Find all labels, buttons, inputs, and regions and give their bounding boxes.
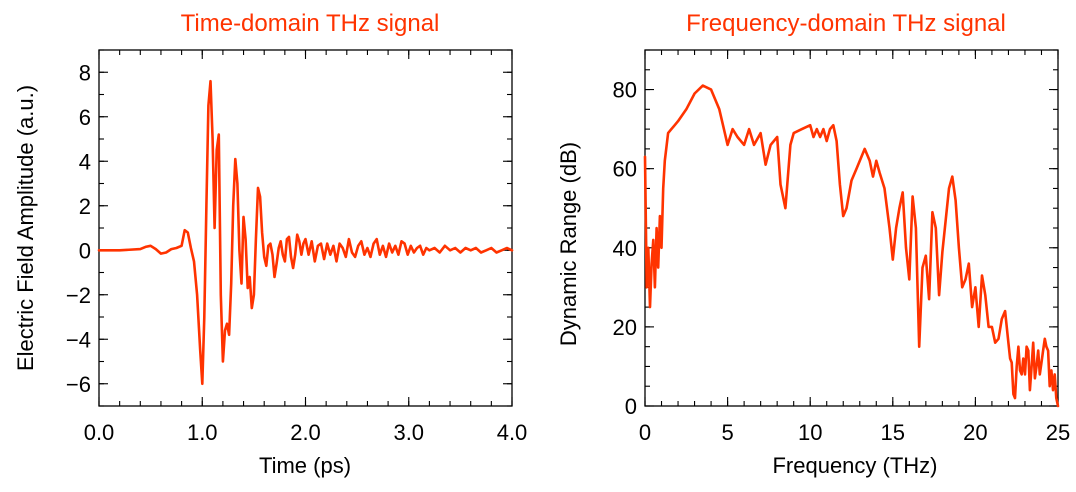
y-tick-label: 8 <box>79 60 91 85</box>
frequency-domain-chart: Frequency-domain THz signal 0 5 10 15 20 25 0 2… <box>556 10 1070 478</box>
y-tick-label: 40 <box>613 236 637 261</box>
x-tick-label: 3.0 <box>393 420 424 445</box>
y-tick-label: −2 <box>66 283 91 308</box>
ticks <box>644 49 1059 407</box>
y-tick-label: 2 <box>79 194 91 219</box>
time-signal-line <box>97 79 514 386</box>
x-tick-label: 2.0 <box>290 420 321 445</box>
x-tick-label: 10 <box>798 420 822 445</box>
x-tick-label: 1.0 <box>187 420 218 445</box>
y-axis-label: Dynamic Range (dB) <box>556 142 581 346</box>
y-tick-label: −6 <box>66 372 91 397</box>
tick-labels: 0.0 1.0 2.0 3.0 4.0 −6 −4 −2 0 2 4 6 8 <box>66 60 527 445</box>
chart-title: Frequency-domain THz signal <box>686 10 1006 37</box>
y-tick-label: 80 <box>613 78 637 103</box>
y-tick-label: 60 <box>613 157 637 182</box>
y-tick-label: −4 <box>66 327 91 352</box>
x-tick-label: 25 <box>1046 420 1070 445</box>
x-tick-label: 4.0 <box>497 420 528 445</box>
y-tick-label: 0 <box>79 238 91 263</box>
time-domain-chart: Time-domain THz signal 0.0 1.0 2.0 3.0 4.0 −6… <box>13 10 527 478</box>
y-tick-label: 6 <box>79 105 91 130</box>
y-axis-label: Electric Field Amplitude (a.u.) <box>13 85 38 371</box>
chart-title: Time-domain THz signal <box>181 10 440 37</box>
y-tick-label: 4 <box>79 149 91 174</box>
x-axis-label: Time (ps) <box>259 453 351 478</box>
x-tick-label: 15 <box>881 420 905 445</box>
x-axis-label: Frequency (THz) <box>772 453 937 478</box>
tick-labels: 0 5 10 15 20 25 0 20 40 60 80 <box>613 78 1071 445</box>
plot-frame <box>98 49 513 407</box>
x-tick-label: 20 <box>963 420 987 445</box>
ticks <box>98 49 513 407</box>
plot-frame <box>644 49 1059 407</box>
x-tick-label: 0.0 <box>84 420 115 445</box>
dynamic-range-line <box>643 84 1060 408</box>
x-tick-label: 0 <box>639 420 651 445</box>
x-tick-label: 5 <box>721 420 733 445</box>
y-tick-label: 0 <box>625 394 637 419</box>
y-tick-label: 20 <box>613 315 637 340</box>
